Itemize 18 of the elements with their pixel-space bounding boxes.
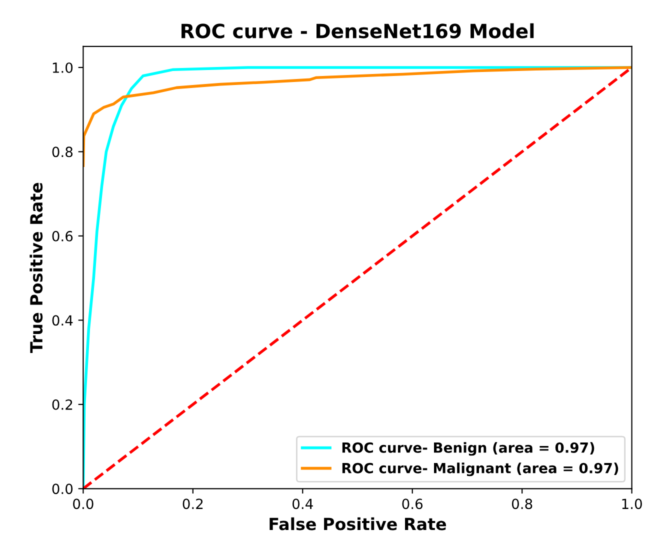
y-axis-title: True Positive Rate: [30, 182, 43, 353]
y-tick-label: 0.0: [52, 484, 73, 494]
y-tick-label: 0.8: [52, 146, 73, 158]
x-tick-label: 0.2: [182, 498, 203, 510]
y-tick-label: 0.2: [52, 399, 72, 410]
y-tick-label: 1.0: [52, 62, 73, 73]
legend-label: ROC curve- Malignant (area = 0.97): [342, 462, 618, 476]
x-axis-title: False Positive Rate: [270, 517, 446, 530]
x-tick-label: 0.8: [512, 498, 532, 510]
x-tick-label: 0.6: [402, 498, 423, 510]
legend-label: ROC curve- Benign (area = 0.97): [342, 442, 594, 456]
line-series: [83, 66, 632, 167]
chart-title: ROC curve - DenseNet169 Model: [182, 23, 534, 38]
y-tick-label: 0.6: [52, 230, 73, 242]
y-tick-label: 0.4: [52, 315, 73, 326]
x-tick-label: 1.0: [622, 498, 642, 510]
x-tick-label: 0.4: [292, 498, 313, 510]
x-tick-label: 0.0: [73, 498, 94, 510]
